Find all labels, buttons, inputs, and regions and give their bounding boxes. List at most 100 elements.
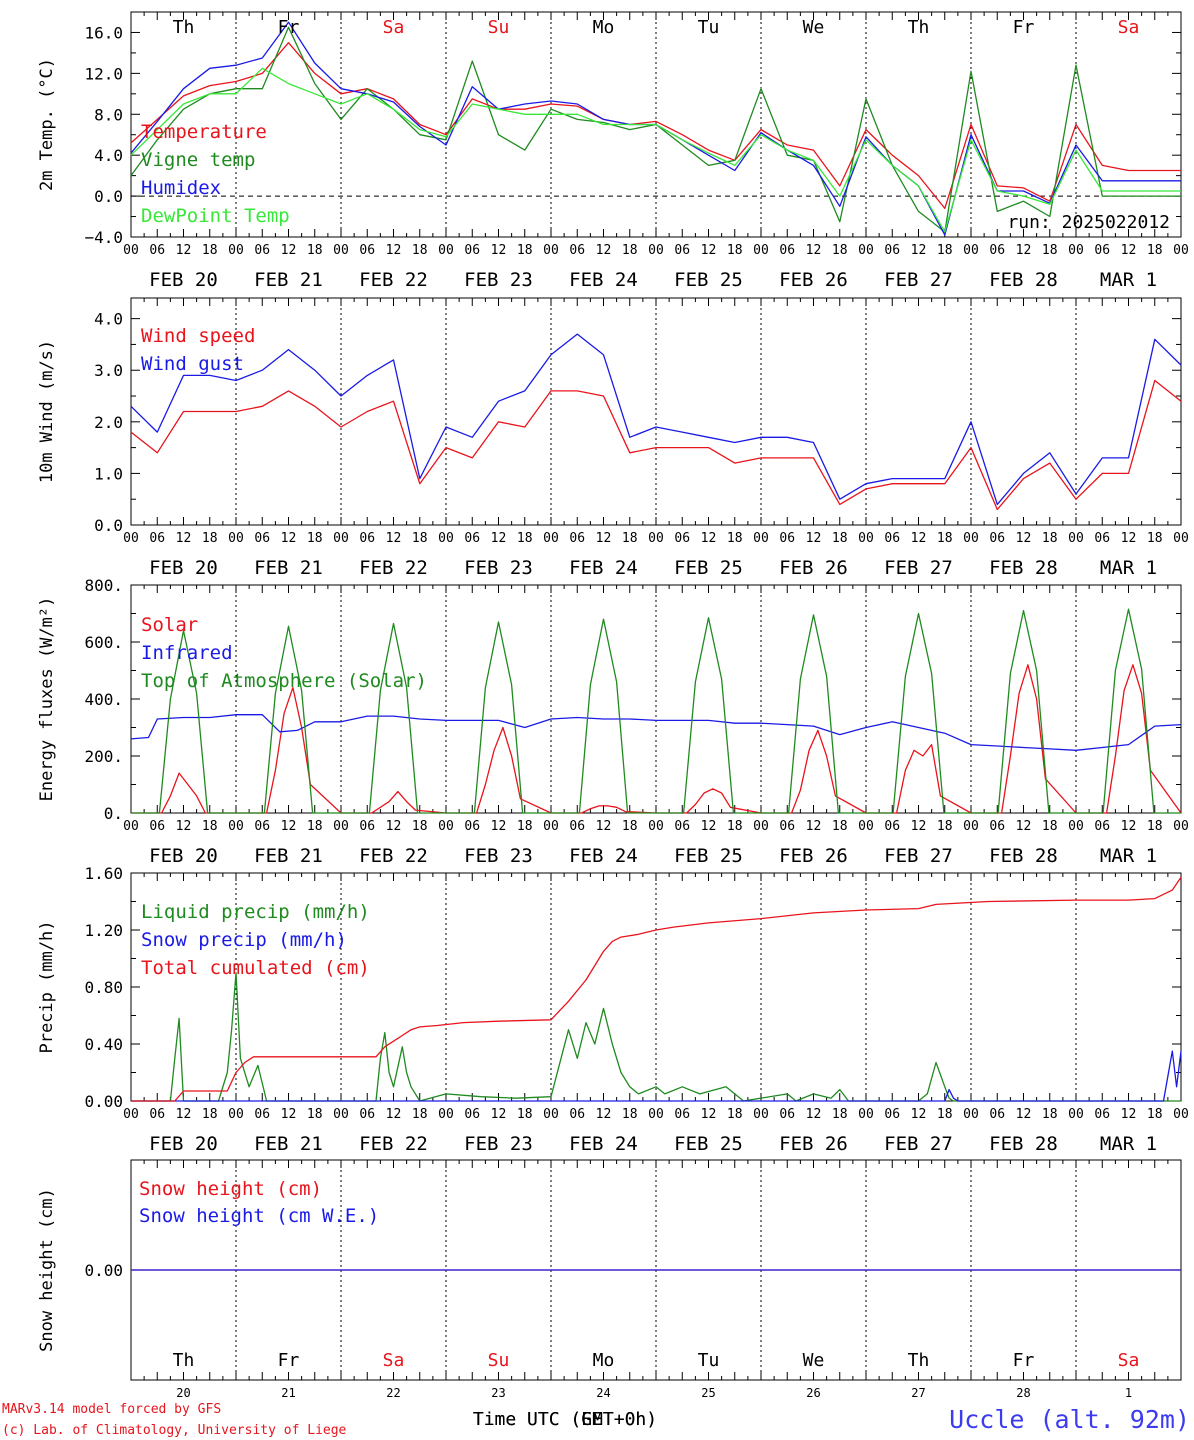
hour-tick-label: 00 xyxy=(858,1107,874,1122)
hour-tick-label: 18 xyxy=(622,531,638,546)
series-line xyxy=(130,333,1182,506)
hour-tick-label: 18 xyxy=(517,819,533,834)
y-tick-label: 400. xyxy=(84,690,123,709)
hour-tick-label: 00 xyxy=(438,243,454,258)
hour-tick-label: 18 xyxy=(727,819,743,834)
weekday-label: Sa xyxy=(1118,17,1140,38)
hour-tick-label: 12 xyxy=(386,243,402,258)
hour-tick-label: 12 xyxy=(701,819,717,834)
hour-tick-label: 12 xyxy=(281,819,297,834)
hour-tick-label: 00 xyxy=(1068,243,1084,258)
hour-tick-label: 12 xyxy=(281,243,297,258)
hour-tick-label: 06 xyxy=(254,819,270,834)
hour-tick-label: 12 xyxy=(491,243,507,258)
hour-tick-label: 00 xyxy=(858,531,874,546)
time-axis-title-overlay-b: Time UTC (EET+0h) xyxy=(473,1409,657,1430)
y-tick-label: 0. xyxy=(104,804,123,823)
y-tick-label: 0.00 xyxy=(84,1092,123,1111)
hour-tick-label: 18 xyxy=(727,243,743,258)
hour-tick-label: 06 xyxy=(989,819,1005,834)
hour-tick-label: 06 xyxy=(359,819,375,834)
hour-tick-label: 00 xyxy=(648,531,664,546)
hour-tick-label: 12 xyxy=(701,1107,717,1122)
date-label: FEB 27 xyxy=(884,557,953,579)
y-tick-label: −4.0 xyxy=(84,228,123,247)
weekday-label: Sa xyxy=(1118,1350,1140,1371)
hour-tick-label: 06 xyxy=(779,1107,795,1122)
day-number-label: 28 xyxy=(1016,1386,1030,1400)
hour-tick-label: 06 xyxy=(464,243,480,258)
weekday-label: Mo xyxy=(593,1350,615,1371)
series-line xyxy=(131,1050,1182,1102)
panel-temperature: −4.0 0.0 4.0 8.0 12.0 16.0 2m Temp. (°C) Temper… xyxy=(37,11,1189,291)
hour-tick-label: 12 xyxy=(806,531,822,546)
weekday-label: Su xyxy=(488,1350,510,1371)
y-tick-label: 0.0 xyxy=(94,187,123,206)
run-annotation: run: 2025022012 xyxy=(1007,212,1170,233)
hour-tick-label: 12 xyxy=(1121,243,1137,258)
hour-tick-label: 18 xyxy=(412,243,428,258)
hour-tick-label: 00 xyxy=(963,531,979,546)
series-line xyxy=(131,972,1181,1102)
legend-label: Wind gust xyxy=(141,353,244,375)
weekday-label: Su xyxy=(488,17,510,38)
hour-tick-label: 00 xyxy=(753,819,769,834)
hour-tick-label: 12 xyxy=(911,243,927,258)
y-axis-label: Snow height (cm) xyxy=(37,1188,57,1352)
legend-label: Snow height (cm W.E.) xyxy=(139,1205,379,1227)
date-label: FEB 26 xyxy=(779,845,848,867)
hour-tick-label: 06 xyxy=(1094,1107,1110,1122)
hour-tick-label: 12 xyxy=(911,1107,927,1122)
date-label: FEB 21 xyxy=(254,269,323,291)
hour-tick-label: 00 xyxy=(228,1107,244,1122)
weekday-label: Sa xyxy=(383,1350,405,1371)
hour-tick-label: 00 xyxy=(333,819,349,834)
hour-tick-label: 00 xyxy=(333,1107,349,1122)
hour-tick-label: 06 xyxy=(359,531,375,546)
hour-tick-label: 12 xyxy=(701,243,717,258)
hour-tick-label: 00 xyxy=(228,243,244,258)
hour-tick-label: 18 xyxy=(1147,531,1163,546)
hour-tick-label: 00 xyxy=(1173,243,1189,258)
date-label: FEB 23 xyxy=(464,1133,533,1155)
legend-label: Top of Atmosphere (Solar) xyxy=(141,670,427,692)
hour-tick-label: 06 xyxy=(1094,243,1110,258)
series-line xyxy=(131,876,1182,1102)
date-label: FEB 27 xyxy=(884,845,953,867)
date-label: FEB 28 xyxy=(989,845,1058,867)
y-axis-label: Energy fluxes (W/m²) xyxy=(37,597,57,802)
y-axis-label: Precip (mm/h) xyxy=(37,920,57,1053)
date-label: FEB 20 xyxy=(149,845,218,867)
day-number-label: 21 xyxy=(281,1386,295,1400)
y-tick-label: 12.0 xyxy=(84,64,123,83)
hour-tick-label: 18 xyxy=(622,243,638,258)
hour-tick-label: 00 xyxy=(1173,1107,1189,1122)
hour-tick-label: 06 xyxy=(464,531,480,546)
hour-tick-label: 18 xyxy=(937,243,953,258)
hour-tick-label: 12 xyxy=(176,1107,192,1122)
hour-tick-label: 18 xyxy=(832,1107,848,1122)
day-number-label: 1 xyxy=(1125,1386,1132,1400)
hour-tick-label: 00 xyxy=(438,819,454,834)
date-label: FEB 26 xyxy=(779,557,848,579)
hour-tick-label: 00 xyxy=(228,819,244,834)
date-label: FEB 21 xyxy=(254,557,323,579)
date-label: FEB 23 xyxy=(464,845,533,867)
hour-tick-label: 18 xyxy=(202,531,218,546)
hour-tick-label: 06 xyxy=(884,1107,900,1122)
hour-tick-label: 18 xyxy=(307,1107,323,1122)
y-tick-label: 3.0 xyxy=(94,361,123,380)
hour-tick-label: 12 xyxy=(176,531,192,546)
lab-credit: (c) Lab. of Climatology, University of L… xyxy=(2,1423,347,1438)
legend-label: Snow precip (mm/h) xyxy=(141,929,347,951)
hour-tick-label: 06 xyxy=(149,243,165,258)
date-label: FEB 24 xyxy=(569,1133,638,1155)
hour-tick-label: 18 xyxy=(517,243,533,258)
hour-tick-label: 18 xyxy=(517,531,533,546)
hour-tick-label: 06 xyxy=(884,243,900,258)
date-label: FEB 23 xyxy=(464,269,533,291)
series-line xyxy=(130,42,1181,210)
y-axis-label: 2m Temp. (°C) xyxy=(37,58,57,191)
y-tick-label: 0.00 xyxy=(84,1261,123,1280)
hour-tick-label: 18 xyxy=(832,243,848,258)
